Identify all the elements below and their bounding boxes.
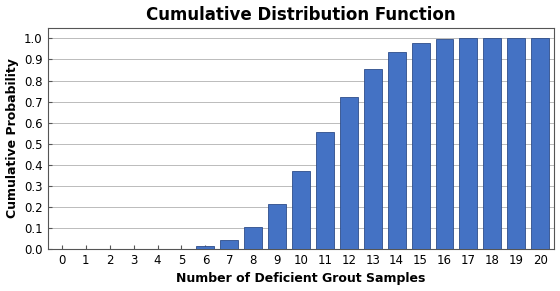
- Bar: [364, 69, 382, 249]
- Bar: [483, 38, 501, 249]
- Bar: [412, 43, 430, 249]
- Y-axis label: Cumulative Probability: Cumulative Probability: [6, 58, 18, 219]
- Bar: [292, 171, 310, 249]
- X-axis label: Number of Deficient Grout Samples: Number of Deficient Grout Samples: [176, 272, 426, 285]
- Bar: [459, 38, 477, 249]
- Bar: [220, 240, 238, 249]
- Bar: [268, 204, 286, 249]
- Bar: [316, 132, 334, 249]
- Bar: [388, 52, 405, 249]
- Bar: [340, 97, 358, 249]
- Bar: [531, 38, 549, 249]
- Bar: [197, 246, 214, 249]
- Bar: [244, 227, 262, 249]
- Title: Cumulative Distribution Function: Cumulative Distribution Function: [146, 6, 456, 24]
- Bar: [436, 40, 454, 249]
- Bar: [507, 38, 525, 249]
